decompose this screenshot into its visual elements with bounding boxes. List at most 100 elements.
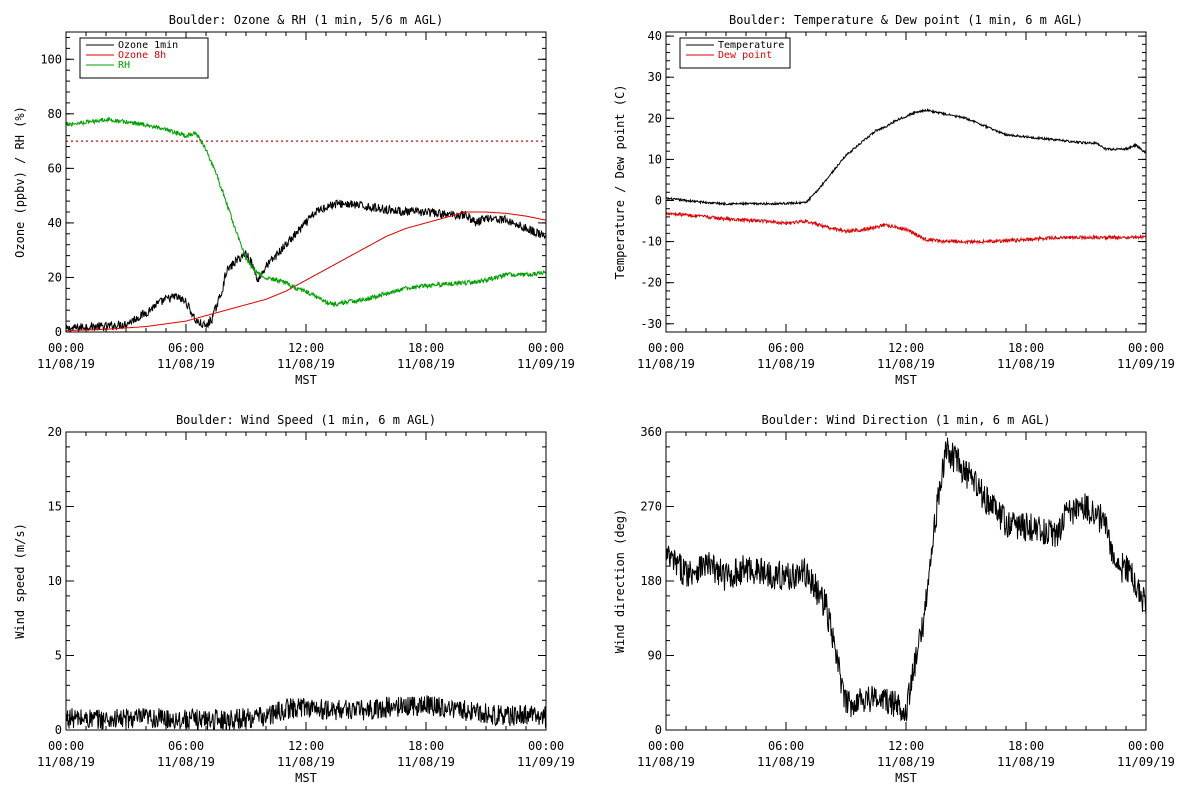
plot-frame bbox=[665, 431, 1147, 731]
x-tick-date: 11/08/19 bbox=[277, 755, 335, 769]
x-tick-label: 18:00 bbox=[408, 739, 444, 753]
y-tick-label: 10 bbox=[48, 574, 62, 588]
y-tick-label: 90 bbox=[648, 649, 662, 663]
series-line-1 bbox=[666, 107, 1146, 207]
y-tick-label: 0 bbox=[655, 193, 662, 207]
x-tick-date: 11/08/19 bbox=[637, 357, 695, 371]
x-tick-label: 06:00 bbox=[768, 341, 804, 355]
x-tick-label: 18:00 bbox=[408, 341, 444, 355]
y-tick-label: 30 bbox=[648, 70, 662, 84]
x-axis-label: MST bbox=[295, 373, 317, 387]
x-tick-date: 11/08/19 bbox=[397, 357, 455, 371]
y-tick-label: -10 bbox=[640, 235, 662, 249]
x-tick-date: 11/08/19 bbox=[37, 755, 95, 769]
legend-label: RH bbox=[118, 60, 130, 71]
x-axis-label: MST bbox=[895, 771, 917, 785]
chart-panel-3: Boulder: Wind Speed (1 min, 6 m AGL) 0 5 10… bbox=[13, 413, 575, 785]
series-line-1 bbox=[666, 437, 1146, 722]
series-line-1 bbox=[66, 199, 546, 332]
y-tick-label: 0 bbox=[55, 325, 62, 339]
x-tick-date: 11/08/19 bbox=[997, 357, 1055, 371]
y-tick-label: 40 bbox=[48, 216, 62, 230]
x-tick-label: 12:00 bbox=[888, 739, 924, 753]
x-tick-label: 00:00 bbox=[528, 739, 564, 753]
x-tick-label: 00:00 bbox=[48, 341, 84, 355]
chart-title: Boulder: Temperature & Dew point (1 min,… bbox=[729, 13, 1083, 27]
x-tick-label: 06:00 bbox=[168, 341, 204, 355]
x-tick-date: 11/08/19 bbox=[397, 755, 455, 769]
y-tick-label: 0 bbox=[655, 723, 662, 737]
y-axis-label: Temperature / Dew point (C) bbox=[613, 84, 627, 279]
plot-frame bbox=[665, 31, 1147, 333]
x-tick-label: 06:00 bbox=[768, 739, 804, 753]
x-tick-label: 00:00 bbox=[648, 341, 684, 355]
chart-panel-2: Boulder: Temperature & Dew point (1 min,… bbox=[613, 13, 1175, 387]
chart-title: Boulder: Wind Direction (1 min, 6 m AGL) bbox=[762, 413, 1051, 427]
y-tick-label: 5 bbox=[55, 649, 62, 663]
y-tick-label: 20 bbox=[648, 111, 662, 125]
x-tick-label: 18:00 bbox=[1008, 341, 1044, 355]
y-axis-label: Wind speed (m/s) bbox=[13, 523, 27, 639]
x-tick-date: 11/08/19 bbox=[637, 755, 695, 769]
legend-label: Ozone 1min bbox=[118, 40, 178, 51]
x-tick-label: 18:00 bbox=[1008, 739, 1044, 753]
x-tick-date: 11/08/19 bbox=[757, 755, 815, 769]
series-line-2 bbox=[666, 211, 1146, 245]
y-tick-label: -20 bbox=[640, 276, 662, 290]
x-tick-label: 00:00 bbox=[528, 341, 564, 355]
plot-frame bbox=[65, 31, 547, 333]
y-tick-label: 0 bbox=[55, 723, 62, 737]
x-tick-date: 11/09/19 bbox=[1117, 357, 1175, 371]
y-axis-label: Wind direction (deg) bbox=[613, 509, 627, 654]
chart-title: Boulder: Wind Speed (1 min, 6 m AGL) bbox=[176, 413, 436, 427]
x-tick-label: 06:00 bbox=[168, 739, 204, 753]
x-tick-date: 11/08/19 bbox=[877, 755, 935, 769]
x-tick-date: 11/08/19 bbox=[37, 357, 95, 371]
x-tick-date: 11/08/19 bbox=[157, 357, 215, 371]
series-line-2 bbox=[66, 211, 546, 332]
x-tick-date: 11/08/19 bbox=[757, 357, 815, 371]
y-tick-label: 80 bbox=[48, 107, 62, 121]
x-tick-date: 11/08/19 bbox=[997, 755, 1055, 769]
legend-label: Temperature bbox=[718, 40, 784, 51]
x-tick-date: 11/09/19 bbox=[517, 755, 575, 769]
x-axis-label: MST bbox=[895, 373, 917, 387]
legend-label: Ozone 8h bbox=[118, 50, 166, 61]
legend-label: Dew point bbox=[718, 50, 772, 61]
x-tick-label: 12:00 bbox=[288, 341, 324, 355]
y-tick-label: -30 bbox=[640, 317, 662, 331]
x-tick-date: 11/08/19 bbox=[157, 755, 215, 769]
y-tick-label: 270 bbox=[640, 500, 662, 514]
x-tick-label: 00:00 bbox=[648, 739, 684, 753]
x-tick-date: 11/08/19 bbox=[877, 357, 935, 371]
legend-box bbox=[679, 37, 791, 69]
x-tick-label: 12:00 bbox=[888, 341, 924, 355]
y-tick-label: 360 bbox=[640, 425, 662, 439]
chart-panel-1: Boulder: Ozone & RH (1 min, 5/6 m AGL) 0 2… bbox=[13, 13, 575, 387]
y-tick-label: 20 bbox=[48, 270, 62, 284]
x-axis-label: MST bbox=[295, 771, 317, 785]
x-tick-date: 11/09/19 bbox=[517, 357, 575, 371]
y-tick-label: 10 bbox=[648, 152, 662, 166]
y-tick-label: 15 bbox=[48, 500, 62, 514]
y-tick-label: 180 bbox=[640, 574, 662, 588]
y-tick-label: 100 bbox=[40, 52, 62, 66]
chart-title: Boulder: Ozone & RH (1 min, 5/6 m AGL) bbox=[169, 13, 444, 27]
x-tick-date: 11/09/19 bbox=[1117, 755, 1175, 769]
y-axis-label: Ozone (ppbv) / RH (%) bbox=[13, 106, 27, 258]
y-tick-label: 20 bbox=[48, 425, 62, 439]
x-tick-label: 00:00 bbox=[1128, 739, 1164, 753]
y-tick-label: 60 bbox=[48, 161, 62, 175]
plot-frame bbox=[65, 431, 547, 731]
series-line-3 bbox=[66, 116, 546, 308]
x-tick-label: 00:00 bbox=[48, 739, 84, 753]
x-tick-date: 11/08/19 bbox=[277, 357, 335, 371]
chart-panel-4: Boulder: Wind Direction (1 min, 6 m AGL)… bbox=[613, 413, 1175, 785]
x-tick-label: 12:00 bbox=[288, 739, 324, 753]
series-line-1 bbox=[66, 695, 546, 730]
y-tick-label: 40 bbox=[648, 29, 662, 43]
x-tick-label: 00:00 bbox=[1128, 341, 1164, 355]
